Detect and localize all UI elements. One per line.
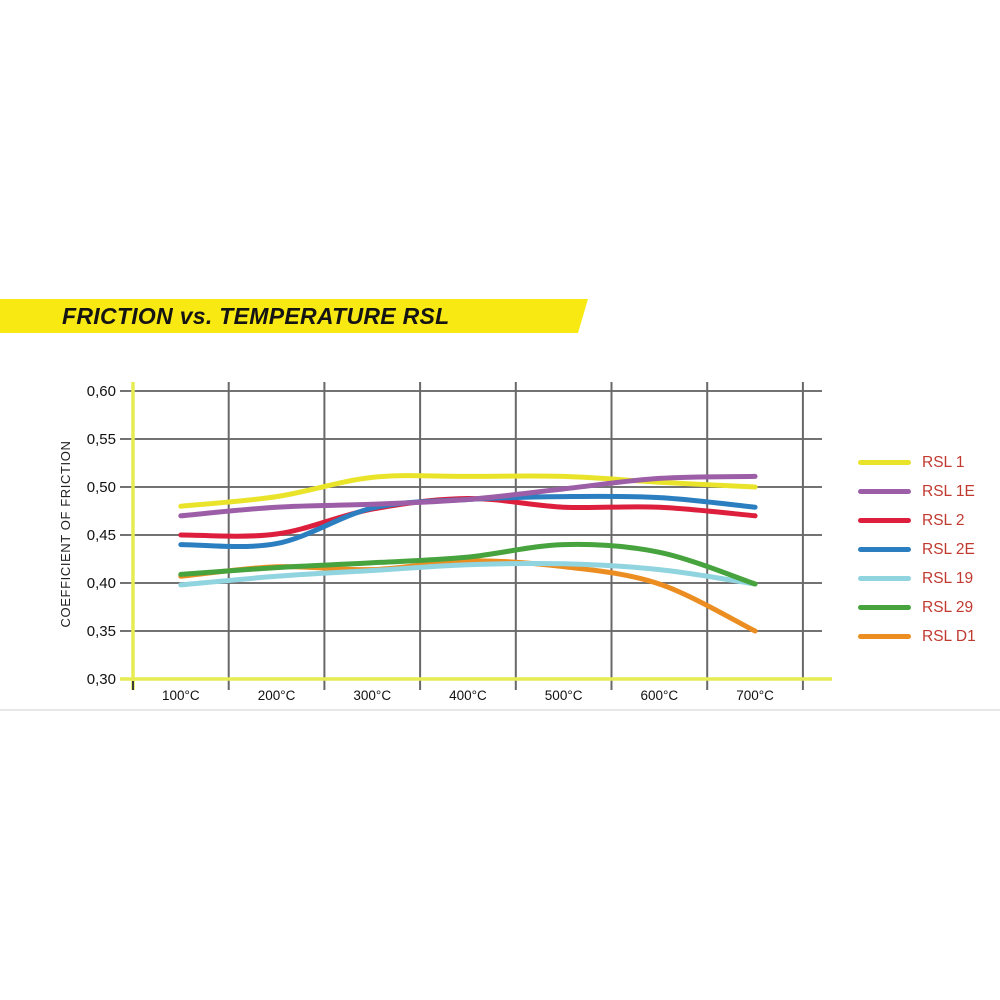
series-line-rsl-1 bbox=[178, 473, 758, 509]
y-tick-label: 0,35 bbox=[87, 623, 116, 640]
x-tick-label: 600°C bbox=[641, 688, 679, 703]
legend-item-rsl-1e: RSL 1E bbox=[858, 477, 976, 506]
legend-label: RSL 19 bbox=[922, 569, 974, 587]
legend-swatch bbox=[858, 634, 911, 639]
series-layer bbox=[178, 473, 758, 634]
y-axis-title: COEFFICIENT OF FRICTION bbox=[58, 441, 73, 628]
bottom-divider bbox=[0, 709, 1000, 711]
legend-label: RSL D1 bbox=[922, 627, 976, 645]
y-tick-label: 0,60 bbox=[87, 383, 116, 400]
axis-label-layer: 0,60 0,55 0,50 0,45 0,40 0,35 0,30 100°C 200°C 30… bbox=[87, 383, 774, 703]
x-tick-label: 200°C bbox=[258, 688, 296, 703]
legend-swatch bbox=[858, 460, 911, 465]
series-line-rsl-2e bbox=[178, 493, 758, 550]
y-tick-label: 0,45 bbox=[87, 527, 116, 544]
legend-swatch bbox=[858, 605, 911, 610]
series-line-rsl-2 bbox=[178, 495, 758, 539]
chart-legend: RSL 1 RSL 1E RSL 2 RSL 2E RSL 19 RSL 29 RSL D1 bbox=[858, 448, 976, 651]
legend-label: RSL 1E bbox=[922, 482, 975, 500]
legend-swatch bbox=[858, 518, 911, 523]
legend-swatch bbox=[858, 489, 911, 494]
y-tick-label: 0,50 bbox=[87, 479, 116, 496]
legend-item-rsl-19: RSL 19 bbox=[858, 564, 976, 593]
legend-label: RSL 1 bbox=[922, 453, 965, 471]
legend-item-rsl-29: RSL 29 bbox=[858, 593, 976, 622]
title-banner: FRICTION vs. TEMPERATURE RSL bbox=[0, 299, 588, 333]
x-tick-label: 500°C bbox=[545, 688, 583, 703]
y-tick-label: 0,55 bbox=[87, 431, 116, 448]
series-line-rsl-1e bbox=[178, 473, 758, 519]
y-tick-label: 0,40 bbox=[87, 575, 116, 592]
legend-label: RSL 2 bbox=[922, 511, 965, 529]
legend-item-rsl-d1: RSL D1 bbox=[858, 622, 976, 651]
legend-item-rsl-1: RSL 1 bbox=[858, 448, 976, 477]
chart-title: FRICTION vs. TEMPERATURE RSL bbox=[62, 302, 450, 329]
x-tick-label: 700°C bbox=[736, 688, 774, 703]
x-tick-label: 100°C bbox=[162, 688, 200, 703]
legend-item-rsl-2e: RSL 2E bbox=[858, 535, 976, 564]
legend-label: RSL 2E bbox=[922, 540, 975, 558]
legend-item-rsl-2: RSL 2 bbox=[858, 506, 976, 535]
y-tick-label: 0,30 bbox=[87, 671, 116, 688]
x-tick-label: 400°C bbox=[449, 688, 487, 703]
legend-swatch bbox=[858, 576, 911, 581]
x-tick-label: 300°C bbox=[353, 688, 391, 703]
series-line-rsl-19 bbox=[178, 560, 758, 588]
legend-swatch bbox=[858, 547, 911, 552]
legend-label: RSL 29 bbox=[922, 598, 974, 616]
series-line-rsl-29 bbox=[178, 541, 758, 587]
